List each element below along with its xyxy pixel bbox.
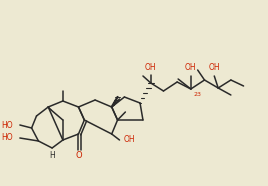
Text: H: H	[49, 150, 55, 160]
Text: OH: OH	[124, 135, 135, 145]
Text: HO: HO	[1, 134, 13, 142]
Text: O: O	[75, 150, 82, 160]
Text: OH: OH	[209, 63, 220, 72]
Text: HO: HO	[1, 121, 13, 129]
Text: OH: OH	[145, 63, 157, 72]
Text: OH: OH	[185, 63, 197, 72]
Text: 23: 23	[194, 92, 202, 97]
